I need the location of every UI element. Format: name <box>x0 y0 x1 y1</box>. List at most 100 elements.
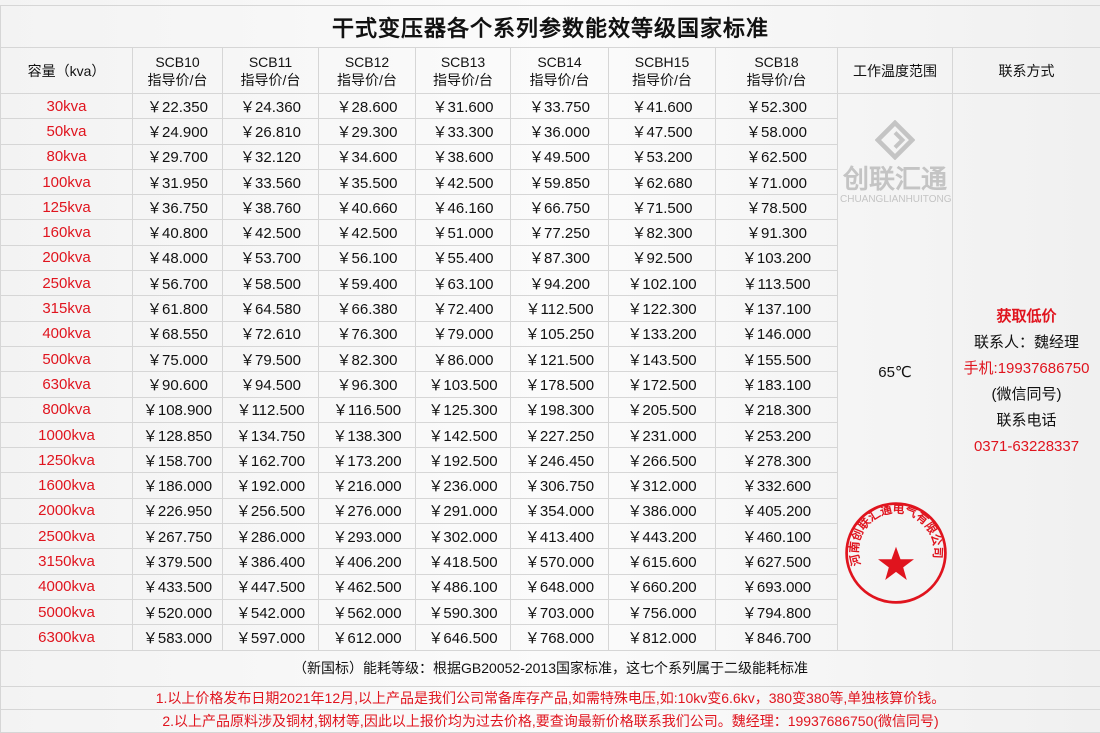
price-cell: ￥61.800 <box>132 295 223 322</box>
capacity-cell: 6300kva <box>0 624 133 651</box>
price-cell: ￥56.100 <box>318 244 416 272</box>
table-row: 1600kva ￥186.000 ￥192.000 ￥216.000 ￥236.000 ￥… <box>0 472 1100 499</box>
contact-person: 联系人：魏经理 <box>974 333 1080 351</box>
price-cell: ￥66.750 <box>510 194 609 221</box>
table-row: 2000kva ￥226.950 ￥256.500 ￥276.000 ￥291.000 ￥… <box>0 497 1100 525</box>
price-cell: ￥756.000 <box>608 598 716 626</box>
price-cell: ￥103.500 <box>415 371 511 398</box>
capacity-cell: 5000kva <box>0 598 133 626</box>
price-cell: ￥583.000 <box>132 624 223 651</box>
price-cell: ￥102.100 <box>608 270 716 297</box>
price-cell: ￥42.500 <box>415 168 511 196</box>
price-cell: ￥53.700 <box>222 244 319 272</box>
price-cell: ￥62.500 <box>715 143 838 170</box>
table-row: 4000kva ￥433.500 ￥447.500 ￥462.500 ￥486.100 ￥… <box>0 573 1100 600</box>
price-cell: ￥143.500 <box>608 345 716 373</box>
price-cell: ￥24.360 <box>222 92 319 120</box>
capacity-cell: 200kva <box>0 244 133 272</box>
price-cell: ￥246.450 <box>510 447 609 474</box>
table-row: 3150kva ￥379.500 ￥386.400 ￥406.200 ￥418.500 ￥… <box>0 548 1100 575</box>
price-cell: ￥293.000 <box>318 523 416 550</box>
price-cell: ￥597.000 <box>222 624 319 651</box>
price-cell: ￥332.600 <box>715 472 838 499</box>
price-cell: ￥386.000 <box>608 497 716 525</box>
price-cell: ￥42.500 <box>222 219 319 246</box>
price-cell: ￥173.200 <box>318 447 416 474</box>
contact-header: 联系方式 <box>951 47 1100 94</box>
capacity-cell: 30kva <box>0 92 133 120</box>
capacity-header: 容量（kva） <box>0 47 133 94</box>
price-cell: ￥47.500 <box>608 118 716 145</box>
price-cell: ￥278.300 <box>715 447 838 474</box>
table-row: 630kva ￥90.600 ￥94.500 ￥96.300 ￥103.500 ￥178.… <box>0 371 1100 398</box>
capacity-cell: 500kva <box>0 345 133 373</box>
note-2: 2.以上产品原料涉及铜材,钢材等,因此以上报价均为过去价格,要查询最新价格联系我… <box>0 708 1100 733</box>
price-cell: ￥87.300 <box>510 244 609 272</box>
price-cell: ￥460.100 <box>715 523 838 550</box>
price-cell: ￥82.300 <box>608 219 716 246</box>
price-cell: ￥46.160 <box>415 194 511 221</box>
price-cell: ￥612.000 <box>318 624 416 651</box>
table-row: 5000kva ￥520.000 ￥542.000 ￥562.000 ￥590.300 ￥… <box>0 598 1100 626</box>
price-cell: ￥562.000 <box>318 598 416 626</box>
capacity-cell: 1000kva <box>0 421 133 449</box>
price-cell: ￥405.200 <box>715 497 838 525</box>
get-price-link[interactable]: 获取低价 <box>996 307 1057 325</box>
price-cell: ￥42.500 <box>318 219 416 246</box>
price-cell: ￥192.500 <box>415 447 511 474</box>
price-cell: ￥443.200 <box>608 523 716 550</box>
price-cell: ￥406.200 <box>318 548 416 575</box>
series-header: SCBH15 指导价/台 <box>608 47 716 94</box>
price-cell: ￥36.750 <box>132 194 223 221</box>
price-cell: ￥138.300 <box>318 421 416 449</box>
price-cell: ￥627.500 <box>715 548 838 575</box>
price-cell: ￥794.800 <box>715 598 838 626</box>
price-cell: ￥276.000 <box>318 497 416 525</box>
capacity-cell: 630kva <box>0 371 133 398</box>
capacity-cell: 2500kva <box>0 523 133 550</box>
capacity-cell: 160kva <box>0 219 133 246</box>
price-cell: ￥36.000 <box>510 118 609 145</box>
series-header: SCB10 指导价/台 <box>132 47 223 94</box>
price-cell: ￥286.000 <box>222 523 319 550</box>
series-name: SCB10 <box>155 53 200 70</box>
price-cell: ￥31.600 <box>415 92 511 120</box>
price-cell: ￥33.560 <box>222 168 319 196</box>
price-cell: ￥38.760 <box>222 194 319 221</box>
price-cell: ￥32.120 <box>222 143 319 170</box>
table-row: 1250kva ￥158.700 ￥162.700 ￥173.200 ￥192.500 ￥… <box>0 447 1100 474</box>
price-cell: ￥462.500 <box>318 573 416 600</box>
price-cell: ￥108.900 <box>132 396 223 423</box>
series-header: SCB18 指导价/台 <box>715 47 838 94</box>
table-row: 250kva ￥56.700 ￥58.500 ￥59.400 ￥63.100 ￥94.20… <box>0 270 1100 297</box>
capacity-cell: 50kva <box>0 118 133 145</box>
price-cell: ￥55.400 <box>415 244 511 272</box>
price-cell: ￥186.000 <box>132 472 223 499</box>
price-cell: ￥178.500 <box>510 371 609 398</box>
table-row: 400kva ￥68.550 ￥72.610 ￥76.300 ￥79.000 ￥105.2… <box>0 320 1100 347</box>
price-cell: ￥91.300 <box>715 219 838 246</box>
price-cell: ￥256.500 <box>222 497 319 525</box>
price-cell: ￥192.000 <box>222 472 319 499</box>
table-row: 200kva ￥48.000 ￥53.700 ￥56.100 ￥55.400 ￥87.30… <box>0 244 1100 272</box>
price-cell: ￥72.400 <box>415 295 511 322</box>
price-cell: ￥812.000 <box>608 624 716 651</box>
price-cell: ￥205.500 <box>608 396 716 423</box>
price-cell: ￥183.100 <box>715 371 838 398</box>
price-cell: ￥128.850 <box>132 421 223 449</box>
price-cell: ￥72.610 <box>222 320 319 347</box>
page-title: 干式变压器各个系列参数能效等级国家标准 <box>0 5 1100 48</box>
price-cell: ￥226.950 <box>132 497 223 525</box>
price-cell: ￥51.000 <box>415 219 511 246</box>
price-cell: ￥155.500 <box>715 345 838 373</box>
price-cell: ￥113.500 <box>715 270 838 297</box>
price-cell: ￥92.500 <box>608 244 716 272</box>
price-cell: ￥26.810 <box>222 118 319 145</box>
contact-cell: 获取低价 联系人：魏经理 手机:19937686750 (微信同号) 联系电话 … <box>951 93 1100 651</box>
capacity-cell: 1250kva <box>0 447 133 474</box>
price-cell: ￥660.200 <box>608 573 716 600</box>
price-cell: ￥38.600 <box>415 143 511 170</box>
series-header: SCB12 指导价/台 <box>318 47 416 94</box>
series-header: SCB13 指导价/台 <box>415 47 511 94</box>
price-cell: ￥418.500 <box>415 548 511 575</box>
